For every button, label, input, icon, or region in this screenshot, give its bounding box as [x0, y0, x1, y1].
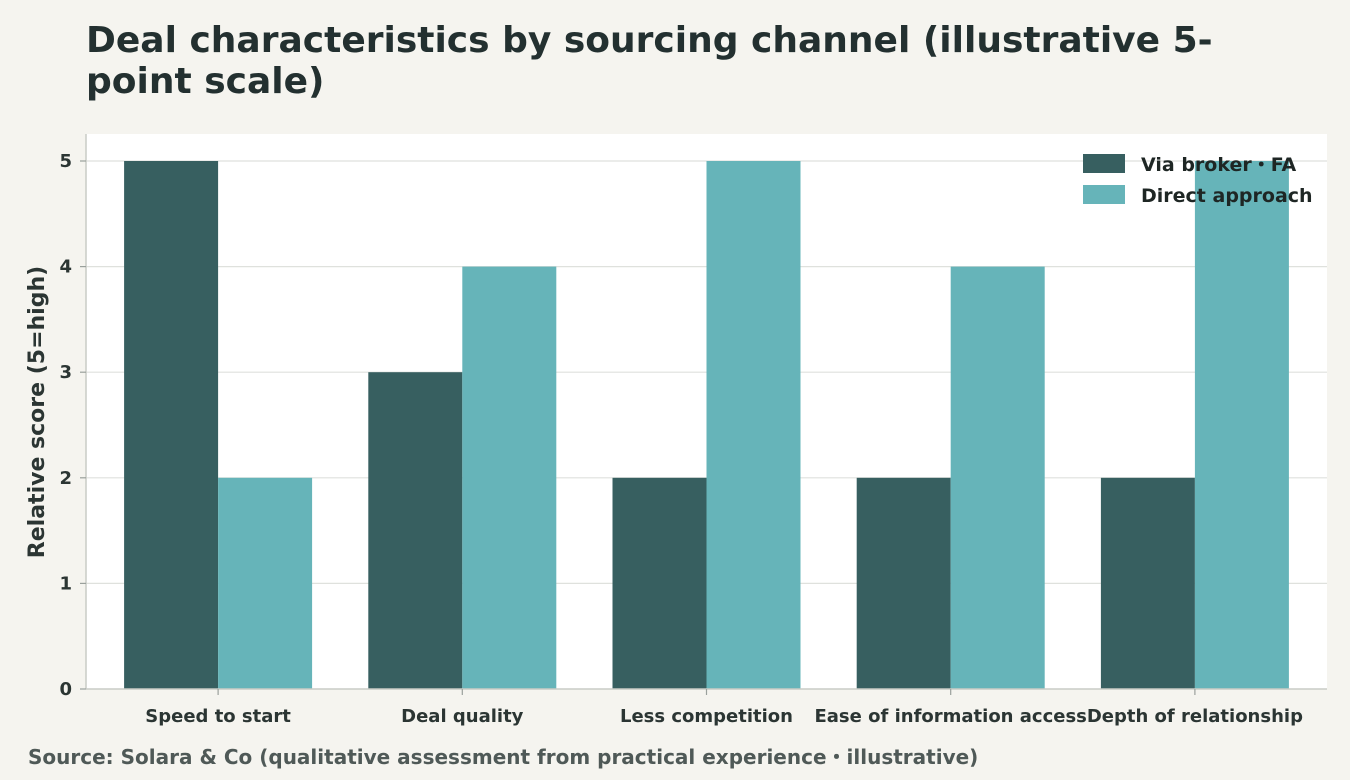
x-tick-label: Depth of relationship: [1087, 706, 1303, 727]
x-tick-label: Ease of information access: [814, 706, 1086, 727]
y-axis-ticks: 0 1 2 3 4 5: [59, 151, 86, 700]
x-tick-label: Less competition: [620, 706, 793, 727]
legend-label: Via broker・FA: [1141, 154, 1297, 176]
y-tick-label: 1: [59, 573, 72, 594]
x-tick-label: Deal quality: [401, 706, 524, 727]
y-axis-title: Relative score (5=high): [25, 266, 50, 558]
source-note: Source: Solara & Co (qualitative assessm…: [28, 745, 979, 769]
legend: Via broker・FA Direct approach: [1083, 154, 1313, 207]
bar: [124, 161, 219, 689]
bar: [706, 161, 801, 689]
bar: [368, 372, 463, 689]
y-tick-label: 4: [59, 257, 72, 278]
legend-swatch: [1083, 185, 1125, 204]
bar: [950, 266, 1045, 689]
bar: [612, 477, 707, 689]
legend-swatch: [1083, 154, 1125, 173]
x-tick-label: Speed to start: [145, 706, 291, 727]
legend-label: Direct approach: [1141, 185, 1313, 207]
y-tick-label: 0: [59, 679, 72, 700]
y-tick-label: 2: [59, 468, 72, 489]
x-axis-ticks: Speed to start Deal quality Less competiti…: [145, 689, 1303, 727]
chart-title: Deal characteristics by sourcing channel…: [86, 20, 1213, 102]
bar: [462, 266, 557, 689]
bar-chart: 0 1 2 3 4 5 Speed to start Deal quality Less co…: [25, 134, 1327, 727]
bars: [124, 161, 1289, 689]
y-tick-label: 3: [59, 362, 72, 383]
bar: [1194, 161, 1289, 689]
bar: [856, 477, 951, 689]
bar: [218, 477, 313, 689]
y-tick-label: 5: [59, 151, 72, 172]
bar: [1100, 477, 1195, 689]
